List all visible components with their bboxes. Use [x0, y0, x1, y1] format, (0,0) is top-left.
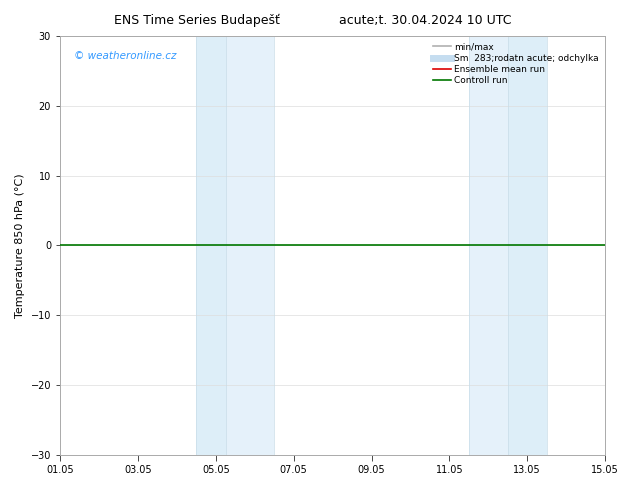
- Y-axis label: Temperature 850 hPa (°C): Temperature 850 hPa (°C): [15, 173, 25, 318]
- Bar: [469, 36, 508, 455]
- Text: © weatheronline.cz: © weatheronline.cz: [74, 51, 176, 61]
- Bar: [226, 36, 275, 455]
- Text: acute;t. 30.04.2024 10 UTC: acute;t. 30.04.2024 10 UTC: [339, 14, 511, 27]
- Bar: [197, 36, 226, 455]
- Legend: min/max, Sm  283;rodatn acute; odchylka, Ensemble mean run, Controll run: min/max, Sm 283;rodatn acute; odchylka, …: [430, 41, 600, 87]
- Text: ENS Time Series Budapešť: ENS Time Series Budapešť: [113, 14, 280, 27]
- Bar: [508, 36, 547, 455]
